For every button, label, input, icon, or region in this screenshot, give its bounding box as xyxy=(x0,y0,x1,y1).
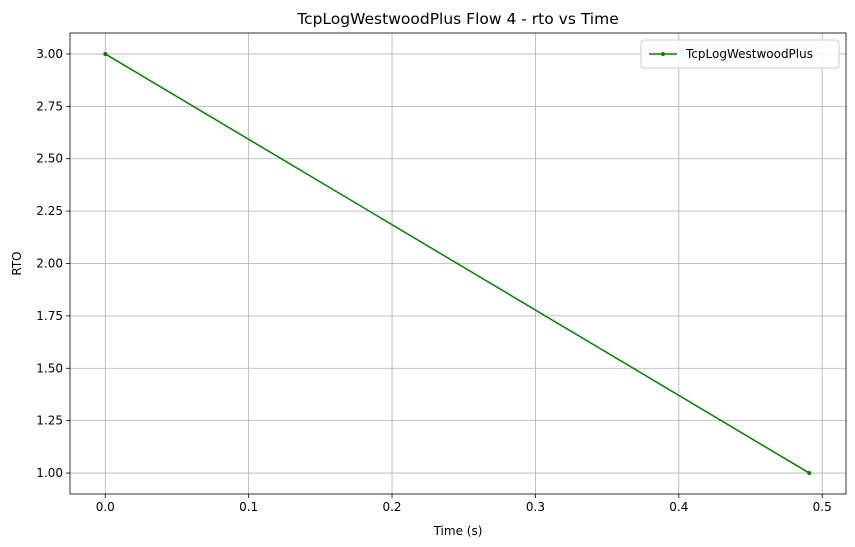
y-tick-label: 1.25 xyxy=(36,414,63,428)
y-axis-label: RTO xyxy=(10,251,24,275)
y-tick-label: 2.75 xyxy=(36,99,63,113)
x-axis-label: Time (s) xyxy=(433,524,483,538)
x-axis-ticks: 0.0 0.1 0.2 0.3 0.4 0.5 xyxy=(96,494,832,514)
series-layer xyxy=(103,51,812,476)
series-line xyxy=(104,53,810,474)
legend: TcpLogWestwoodPlus xyxy=(640,39,840,69)
y-tick-label: 1.75 xyxy=(36,309,63,323)
legend-label: TcpLogWestwoodPlus xyxy=(685,47,813,61)
x-tick-label: 0.5 xyxy=(813,500,832,514)
chart-title: TcpLogWestwoodPlus Flow 4 - rto vs Time xyxy=(296,10,619,28)
y-tick-label: 1.00 xyxy=(36,466,63,480)
x-tick-label: 0.3 xyxy=(526,500,545,514)
grid xyxy=(70,33,846,494)
x-tick-label: 0.0 xyxy=(96,500,115,514)
legend-box xyxy=(640,39,840,69)
x-tick-label: 0.4 xyxy=(669,500,688,514)
y-tick-label: 1.50 xyxy=(36,361,63,375)
y-tick-label: 2.25 xyxy=(36,204,63,218)
x-tick-label: 0.1 xyxy=(239,500,258,514)
y-tick-label: 2.00 xyxy=(36,257,63,271)
data-point xyxy=(103,51,108,56)
y-tick-label: 3.00 xyxy=(36,47,63,61)
legend-marker xyxy=(661,52,665,56)
data-point xyxy=(807,471,812,476)
y-tick-label: 2.50 xyxy=(36,152,63,166)
y-axis-ticks: 1.00 1.25 1.50 1.75 2.00 2.25 2.50 2.75 3.00 xyxy=(36,47,70,480)
x-tick-label: 0.2 xyxy=(382,500,401,514)
